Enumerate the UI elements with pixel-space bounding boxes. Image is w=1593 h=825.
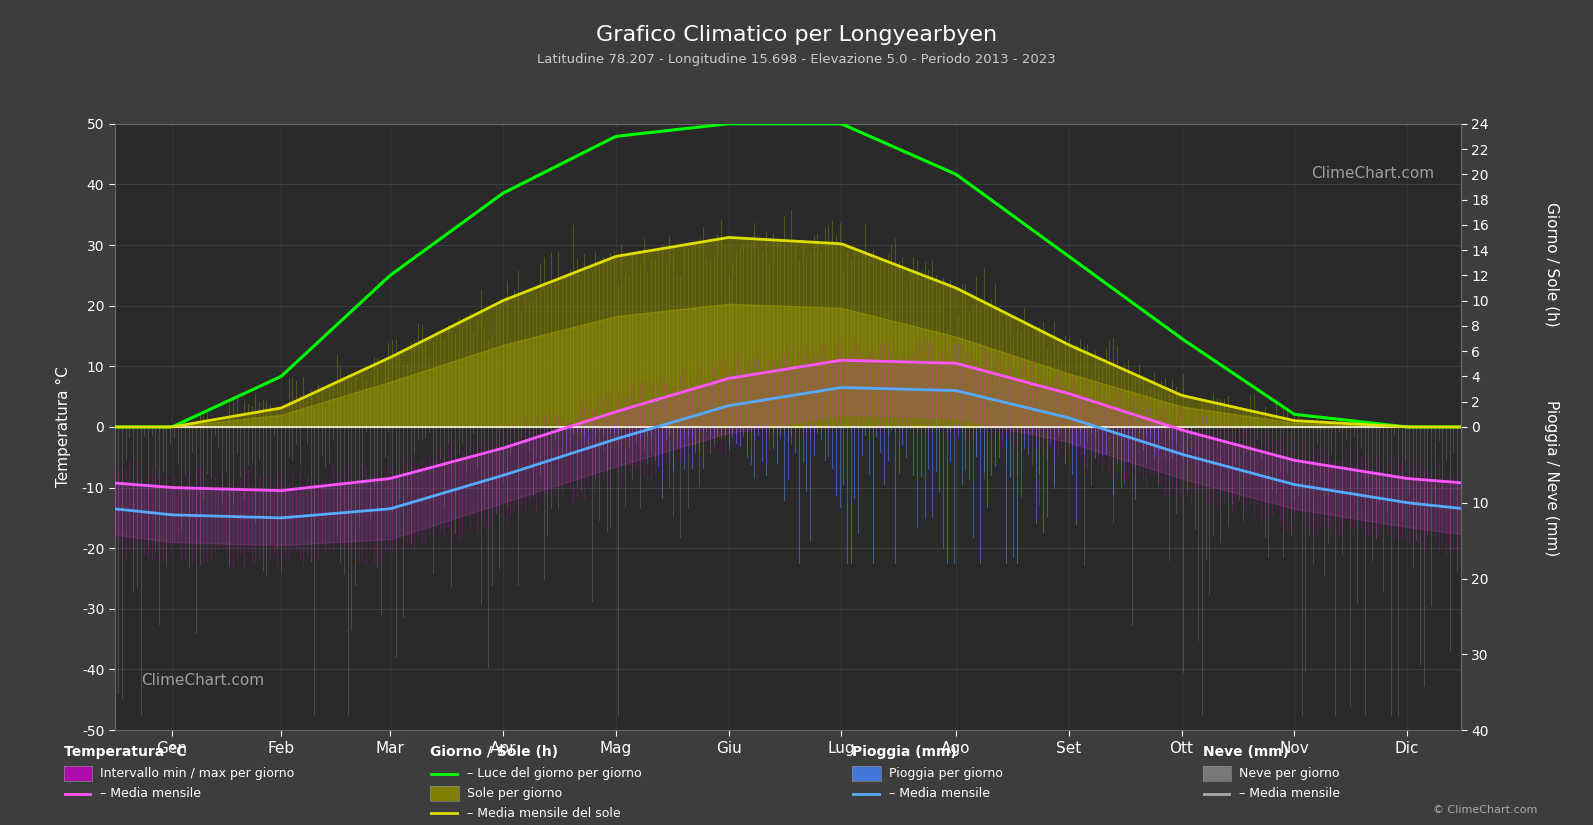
Text: Pioggia / Neve (mm): Pioggia / Neve (mm) (1544, 400, 1560, 557)
Text: – Media mensile: – Media mensile (100, 787, 201, 800)
Text: Temperatura °C: Temperatura °C (64, 746, 186, 759)
Text: ClimeChart.com: ClimeChart.com (1311, 166, 1434, 182)
Text: Neve per giorno: Neve per giorno (1239, 767, 1340, 780)
Text: ClimeChart.com: ClimeChart.com (142, 672, 264, 688)
Text: – Media mensile: – Media mensile (1239, 787, 1340, 800)
Text: Giorno / Sole (h): Giorno / Sole (h) (430, 746, 558, 759)
Text: Intervallo min / max per giorno: Intervallo min / max per giorno (100, 767, 295, 780)
Text: Neve (mm): Neve (mm) (1203, 746, 1289, 759)
Text: Pioggia per giorno: Pioggia per giorno (889, 767, 1002, 780)
Text: Pioggia (mm): Pioggia (mm) (852, 746, 957, 759)
Text: © ClimeChart.com: © ClimeChart.com (1432, 805, 1537, 815)
Text: – Media mensile del sole: – Media mensile del sole (467, 807, 620, 820)
Text: Latitudine 78.207 - Longitudine 15.698 - Elevazione 5.0 - Periodo 2013 - 2023: Latitudine 78.207 - Longitudine 15.698 -… (537, 53, 1056, 66)
Text: Sole per giorno: Sole per giorno (467, 787, 562, 800)
Text: – Media mensile: – Media mensile (889, 787, 989, 800)
Text: – Luce del giorno per giorno: – Luce del giorno per giorno (467, 767, 642, 780)
Text: Giorno / Sole (h): Giorno / Sole (h) (1544, 201, 1560, 327)
Text: Grafico Climatico per Longyearbyen: Grafico Climatico per Longyearbyen (596, 25, 997, 45)
Y-axis label: Temperatura °C: Temperatura °C (56, 366, 70, 488)
